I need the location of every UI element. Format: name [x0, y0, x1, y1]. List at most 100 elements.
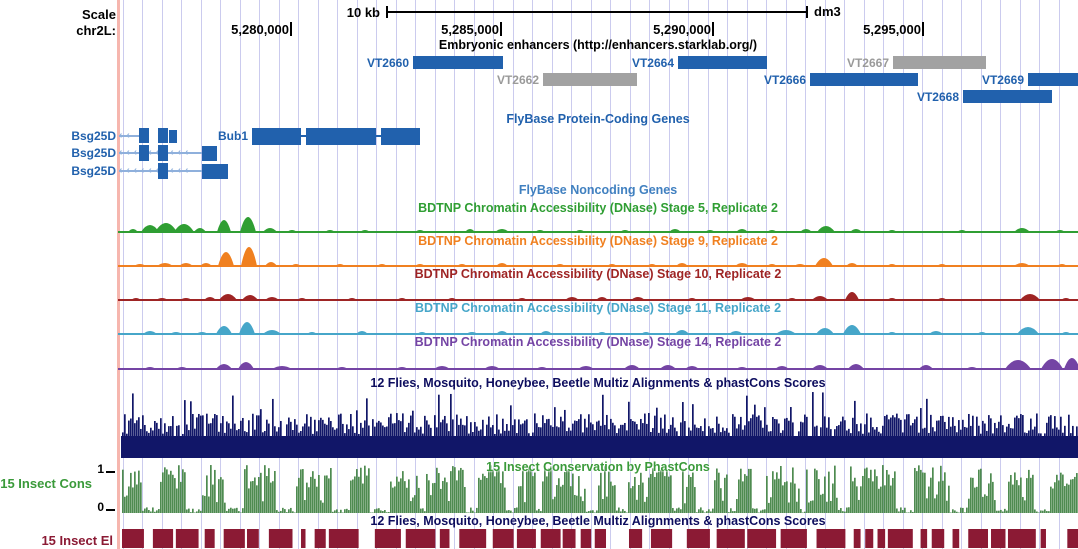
multiz-track-title: 12 Flies, Mosquito, Honeybee, Beetle Mul…	[370, 376, 826, 390]
noncoding-genes-track-title: FlyBase Noncoding Genes	[518, 183, 678, 197]
phastcons-track-title: 15 Insect Conservation by PhastCons	[486, 460, 710, 474]
enhancer-label: VT2668	[916, 90, 959, 104]
exon-box[interactable]	[158, 145, 168, 161]
gridline	[688, 0, 689, 549]
gene-label[interactable]: Bsg25D	[71, 146, 116, 160]
gridline	[532, 0, 533, 549]
dnase-signal-1[interactable]	[118, 208, 1078, 234]
enhancer-track-title: Embryonic enhancers (http://enhancers.st…	[438, 38, 758, 52]
gridline	[395, 0, 397, 549]
gridline	[883, 0, 884, 549]
gridline	[493, 0, 494, 549]
enhancer-box[interactable]	[543, 73, 637, 86]
gridline	[805, 0, 806, 549]
phastcons-left-label[interactable]: 15 Insect Cons	[0, 476, 92, 491]
gridline	[1000, 0, 1001, 549]
gridline	[512, 0, 514, 549]
phastcons-axis-tick-max	[106, 471, 115, 473]
gridline	[629, 0, 631, 549]
ruler-tick-label: 5,280,000	[231, 22, 289, 37]
gridline	[434, 0, 436, 549]
exon-box[interactable]	[169, 130, 177, 143]
ruler-tick-mark	[500, 22, 502, 36]
gridline	[922, 0, 923, 549]
enhancer-box[interactable]	[413, 56, 503, 69]
dnase-track-title: BDTNP Chromatin Accessibility (DNase) St…	[414, 335, 782, 349]
exon-box[interactable]	[139, 128, 149, 143]
intron-direction-arrows: ‹‹‹‹‹‹‹‹‹‹	[119, 147, 193, 158]
insect-elements-segments[interactable]	[118, 529, 1078, 548]
intron-line	[301, 135, 306, 137]
gridline	[454, 0, 455, 549]
enhancer-label: VT2667	[846, 56, 889, 70]
enhancer-box[interactable]	[1028, 73, 1078, 86]
enhancer-label: VT2666	[763, 73, 806, 87]
gene-label[interactable]: Bub1	[218, 129, 248, 143]
exon-box[interactable]	[158, 128, 168, 143]
gridline	[259, 0, 260, 549]
gridline	[1039, 0, 1040, 549]
gridline	[278, 0, 280, 549]
insect-elements-left-label[interactable]: 15 Insect El	[41, 533, 113, 548]
phastcons-axis-tick-min	[106, 509, 115, 511]
phastcons-axis-max: 1	[97, 462, 104, 476]
dnase-signal-5[interactable]	[118, 345, 1078, 371]
enhancer-box[interactable]	[678, 56, 767, 69]
gridline	[239, 0, 241, 549]
gridline	[902, 0, 904, 549]
enhancer-box[interactable]	[810, 73, 918, 86]
exon-box[interactable]	[252, 128, 301, 145]
gridline	[161, 0, 163, 549]
dnase-track-title: BDTNP Chromatin Accessibility (DNase) St…	[414, 267, 782, 281]
enhancer-box[interactable]	[893, 56, 986, 69]
dnase-signal-2[interactable]	[118, 242, 1078, 268]
exon-box[interactable]	[139, 145, 149, 161]
scale-bar-end-tick	[806, 6, 808, 18]
gridline	[473, 0, 475, 549]
gridline	[766, 0, 767, 549]
enhancer-box[interactable]	[963, 90, 1052, 103]
gridline	[122, 0, 124, 549]
dnase-signal-3[interactable]	[118, 276, 1078, 302]
gridline	[668, 0, 670, 549]
gridline	[727, 0, 728, 549]
gridline	[337, 0, 338, 549]
enhancer-label: VT2664	[631, 56, 674, 70]
gridline	[863, 0, 865, 549]
coding-genes-track-title: FlyBase Protein-Coding Genes	[506, 112, 690, 126]
exon-box[interactable]	[381, 128, 420, 145]
gridline	[317, 0, 319, 549]
gridline	[961, 0, 962, 549]
gridline	[142, 0, 143, 549]
ruler-tick-label: 5,295,000	[863, 22, 921, 37]
enhancer-label: VT2669	[981, 73, 1024, 87]
gridline	[376, 0, 377, 549]
gridline	[181, 0, 182, 549]
enhancer-label: VT2660	[366, 56, 409, 70]
exon-box[interactable]	[306, 128, 376, 145]
intron-line	[376, 135, 381, 137]
gridline	[1019, 0, 1021, 549]
dnase-signal-4[interactable]	[118, 310, 1078, 336]
gridline	[551, 0, 553, 549]
gridline	[610, 0, 611, 549]
exon-box[interactable]	[202, 146, 217, 161]
gridline	[941, 0, 943, 549]
scale-bar-line	[386, 11, 806, 13]
ruler-tick-mark	[290, 22, 292, 36]
gene-label[interactable]: Bsg25D	[71, 129, 116, 143]
gridline	[298, 0, 299, 549]
gridline	[1058, 0, 1060, 549]
chromosome-label: chr2L:	[76, 23, 116, 38]
phastcons-wiggle-plot[interactable]	[118, 465, 1078, 515]
ruler-tick-mark	[922, 22, 924, 36]
multiz-density-plot[interactable]	[118, 392, 1078, 458]
ruler-tick-label: 5,285,000	[441, 22, 499, 37]
phastcons-axis-min: 0	[97, 500, 104, 514]
gene-label[interactable]: Bsg25D	[71, 164, 116, 178]
exon-box[interactable]	[202, 164, 228, 179]
dnase-track-title: BDTNP Chromatin Accessibility (DNase) St…	[414, 301, 782, 315]
exon-box[interactable]	[158, 163, 168, 179]
assembly-label: dm3	[814, 4, 841, 19]
